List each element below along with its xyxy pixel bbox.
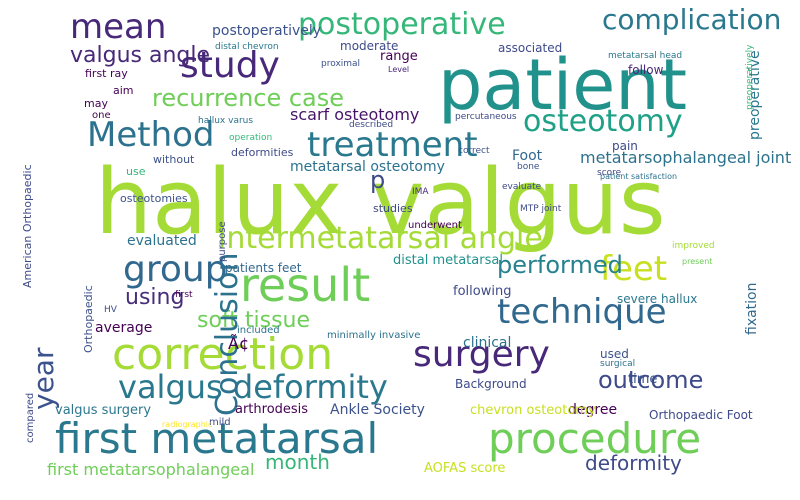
word-23: valgus angle xyxy=(70,43,211,68)
word-37: clinical xyxy=(463,335,512,351)
word-62: distal chevron xyxy=(215,42,279,52)
word-70: described xyxy=(349,120,394,130)
word-83: IMA xyxy=(412,187,429,197)
word-24: using xyxy=(125,285,185,310)
word-15: intermetatarsal angle xyxy=(218,221,543,256)
word-65: Level xyxy=(388,65,410,74)
word-89: preoperatively xyxy=(745,44,755,110)
word-54: AOFAS score xyxy=(424,461,506,476)
word-49: following xyxy=(453,284,512,299)
word-3: procedure xyxy=(488,414,702,463)
word-1: patient xyxy=(438,44,688,126)
word-90: improved xyxy=(672,241,715,251)
word-22: deformity xyxy=(585,451,682,475)
word-2: first metatarsal xyxy=(55,414,379,463)
word-58: range xyxy=(380,49,418,64)
word-71: percutaneous xyxy=(455,112,517,122)
word-68: one xyxy=(92,110,111,121)
word-96: HV xyxy=(104,305,117,315)
word-33: metatarsal osteotomy xyxy=(290,159,445,175)
word-29: p xyxy=(370,166,386,194)
word-16: postoperative xyxy=(298,7,506,42)
word-7: technique xyxy=(497,292,667,332)
word-6: result xyxy=(240,258,371,312)
word-75: use xyxy=(126,165,146,178)
word-26: soft tissue xyxy=(197,308,311,333)
word-85: bone xyxy=(517,162,540,172)
word-81: underwent xyxy=(408,220,462,231)
word-25: month xyxy=(265,450,330,474)
word-51: patients feet xyxy=(225,261,302,275)
word-94: surgical xyxy=(600,359,636,369)
word-50: distal metatarsal xyxy=(393,253,503,268)
word-99: compared xyxy=(25,392,36,443)
word-53: Background xyxy=(455,377,527,391)
word-55: Orthopaedic Foot xyxy=(649,408,753,422)
word-43: Foot xyxy=(512,148,543,164)
word-39: valgus surgery xyxy=(55,403,152,418)
word-69: hallux varus xyxy=(198,116,254,126)
word-11: feet xyxy=(600,249,668,289)
word-56: postoperatively xyxy=(212,23,322,39)
word-10: group xyxy=(123,249,228,290)
word-31: metatarsophalangeal joint xyxy=(580,148,792,167)
word-77: Orthopaedic xyxy=(82,285,95,353)
word-13: Method xyxy=(87,115,215,155)
word-46: used xyxy=(600,347,629,361)
word-74: without xyxy=(153,153,195,166)
word-0: halux valgus xyxy=(95,150,666,255)
word-19: performed xyxy=(497,251,623,279)
word-18: mean xyxy=(70,7,167,47)
word-93: minimally invasive xyxy=(327,330,421,341)
word-76: osteotomies xyxy=(120,192,188,205)
word-87: evaluate xyxy=(502,182,542,192)
word-67: may xyxy=(84,97,108,110)
word-86: score xyxy=(597,168,622,178)
word-95: first xyxy=(175,290,193,300)
word-44: pain xyxy=(612,139,638,153)
word-12: osteotomy xyxy=(523,104,683,139)
word-30: Ã¢ xyxy=(228,334,250,353)
word-92: included xyxy=(237,325,280,336)
word-20: recurrence case xyxy=(152,84,345,112)
word-38: arthrodesis xyxy=(235,402,309,417)
word-45: time xyxy=(628,372,658,387)
word-59: associated xyxy=(498,41,563,55)
word-98: radiographic xyxy=(162,420,213,429)
word-78: American Orthopaedic xyxy=(21,164,34,288)
word-21: outcome xyxy=(598,366,704,394)
word-84: correct xyxy=(458,146,490,156)
word-79: purpose xyxy=(217,221,228,262)
word-66: aim xyxy=(113,84,134,97)
word-35: Ankle Society xyxy=(330,402,425,418)
word-64: proximal xyxy=(321,59,361,69)
word-72: operation xyxy=(229,133,273,143)
word-8: treatment xyxy=(307,125,478,165)
word-88: patient satisfaction xyxy=(600,172,678,181)
word-73: deformities xyxy=(231,146,294,159)
word-47: fixation xyxy=(744,282,760,336)
word-40: evaluated xyxy=(127,233,197,249)
word-9: valgus deformity xyxy=(118,368,388,406)
word-41: average xyxy=(95,320,153,336)
word-97: mild xyxy=(209,417,231,428)
word-63: first ray xyxy=(85,67,128,80)
word-36: degree xyxy=(568,402,618,418)
word-5: surgery xyxy=(413,334,550,375)
word-17: complication xyxy=(602,3,782,36)
word-80: studies xyxy=(373,202,413,215)
word-60: follow xyxy=(628,63,664,77)
word-4: correction xyxy=(112,329,334,380)
word-52: chevron osteotomy xyxy=(470,403,596,418)
word-91: present xyxy=(682,257,713,266)
word-14: study xyxy=(180,45,280,86)
word-57: moderate xyxy=(340,39,399,53)
word-34: first metatarsophalangeal xyxy=(47,460,255,479)
word-48: severe hallux xyxy=(617,292,698,306)
word-61: metatarsal head xyxy=(608,51,683,61)
word-82: MTP joint xyxy=(520,204,562,214)
word-32: scarf osteotomy xyxy=(290,105,420,124)
